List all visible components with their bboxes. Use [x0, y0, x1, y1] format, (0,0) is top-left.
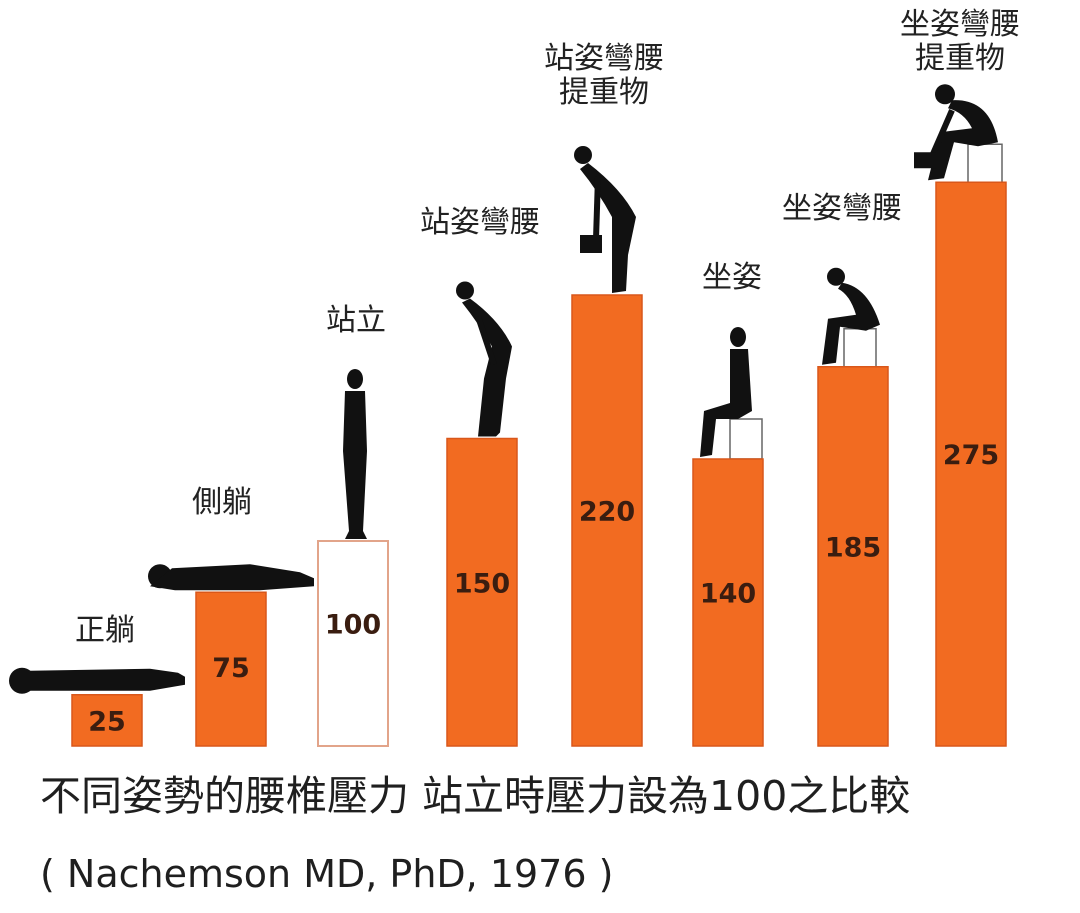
sitting-bent-lifting-figure [914, 84, 1003, 183]
bar-0 [71, 694, 143, 747]
value-label-7: 275 [943, 440, 999, 471]
bar-5 [692, 458, 764, 747]
category-label-3: 站姿彎腰 [420, 205, 540, 240]
value-label-6: 185 [825, 532, 881, 563]
standing-figure [343, 369, 367, 539]
sitting-bent-figure [822, 267, 880, 368]
value-labels: 25 75 100 150 220 140 185 275 [88, 440, 999, 737]
standing-bent-lifting-figure [574, 146, 636, 293]
value-label-3: 150 [454, 568, 510, 599]
category-label-6: 坐姿彎腰 [782, 191, 902, 226]
bar-2 [317, 540, 389, 747]
category-label-1: 側躺 [192, 485, 252, 520]
chart-caption: 不同姿勢的腰椎壓力 站立時壓力設為100之比較 [40, 772, 911, 820]
category-label-7: 坐姿彎腰提重物 [900, 7, 1020, 76]
category-label-4: 站姿彎腰提重物 [544, 41, 664, 110]
value-label-4: 220 [579, 497, 635, 528]
category-label-0: 正躺 [75, 613, 135, 648]
lying-flat-figure [9, 667, 185, 694]
bars [71, 181, 1007, 747]
bar-1 [195, 591, 267, 747]
bar-3 [446, 437, 518, 747]
standing-bent-figure [456, 281, 512, 437]
category-label-2: 站立 [326, 303, 386, 338]
bar-4 [571, 294, 643, 747]
value-label-5: 140 [700, 579, 756, 610]
bar-6 [817, 366, 889, 747]
lying-side-figure [148, 564, 314, 591]
chart-citation: ( Nachemson MD, PhD, 1976 ) [40, 852, 614, 896]
sitting-figure [700, 327, 763, 460]
value-label-0: 25 [88, 706, 126, 737]
value-label-2: 100 [325, 610, 381, 641]
category-label-5: 坐姿 [702, 260, 762, 295]
bar-7 [935, 181, 1007, 747]
value-label-1: 75 [212, 653, 250, 684]
